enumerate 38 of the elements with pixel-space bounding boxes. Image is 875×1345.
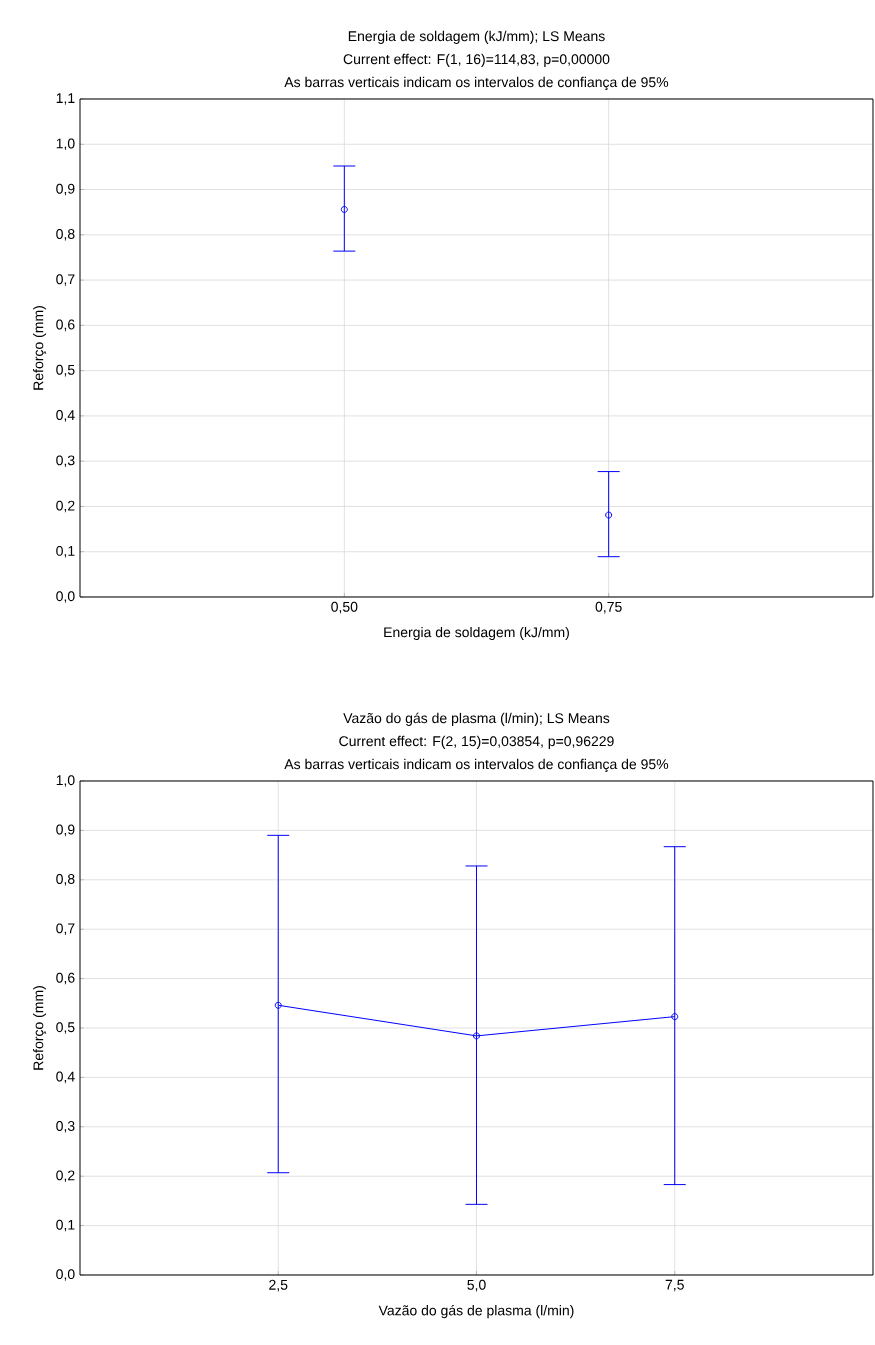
x-tick-label: 0,75: [595, 601, 622, 614]
y-tick-label: 0,2: [56, 500, 75, 513]
y-tick-label: 0,7: [56, 923, 75, 935]
y-tick-label: 0,0: [56, 591, 75, 603]
y-tick-label: 0,4: [56, 1071, 75, 1084]
chart-title: Vazão do gás de plasma (l/min); LS Means: [343, 712, 610, 726]
text: As barras verticais indicam os intervalos de confiança de 95%: [284, 76, 669, 90]
y-tick-label: 1,1: [56, 93, 75, 105]
y-tick-label: 0,4: [56, 410, 75, 422]
y-tick-label: 1,0: [56, 138, 75, 151]
chart-subtitle: Current effect: F(1, 16)=114,83, p=0,00000: [343, 53, 610, 67]
y-tick-label: 0,6: [56, 972, 75, 985]
y-tick-label: 0,9: [56, 824, 75, 837]
text: As barras verticais indicam os intervalos de confiança de 95%: [284, 758, 669, 772]
y-tick-label: 0,7: [56, 274, 75, 286]
y-tick-label: 0,9: [56, 183, 75, 196]
y-tick-label: 0,5: [56, 1022, 75, 1034]
y-tick-label: 0,3: [56, 455, 75, 467]
y-tick-label: 0,1: [56, 545, 75, 558]
y-tick-label: 0,0: [56, 1269, 75, 1281]
chart-title: Energia de soldagem (kJ/mm); LS Means: [348, 30, 605, 44]
x-tick-label: 0,50: [331, 601, 358, 614]
y-axis-title: Reforço (mm): [33, 986, 47, 1070]
y-tick-label: 0,1: [56, 1219, 75, 1232]
y-tick-label: 0,8: [56, 874, 75, 886]
y-tick-label: 0,8: [56, 229, 75, 241]
x-axis-title: Vazão do gás de plasma (l/min): [378, 1304, 574, 1319]
x-tick-label: 7,5: [665, 1279, 684, 1292]
y-tick-label: 0,5: [56, 364, 75, 377]
y-tick-label: 0,6: [56, 319, 75, 332]
y-tick-label: 1,0: [56, 775, 75, 787]
y-tick-label: 0,3: [56, 1121, 75, 1133]
x-tick-label: 2,5: [269, 1279, 288, 1292]
x-tick-label: 5,0: [467, 1279, 486, 1292]
x-axis-title: Energia de soldagem (kJ/mm): [384, 626, 569, 640]
y-axis-title: Reforço (mm): [33, 306, 47, 390]
y-tick-label: 0,2: [56, 1170, 75, 1182]
chart-subtitle: Current effect: F(2, 15)=0,03854, p=0,96229: [339, 735, 614, 749]
